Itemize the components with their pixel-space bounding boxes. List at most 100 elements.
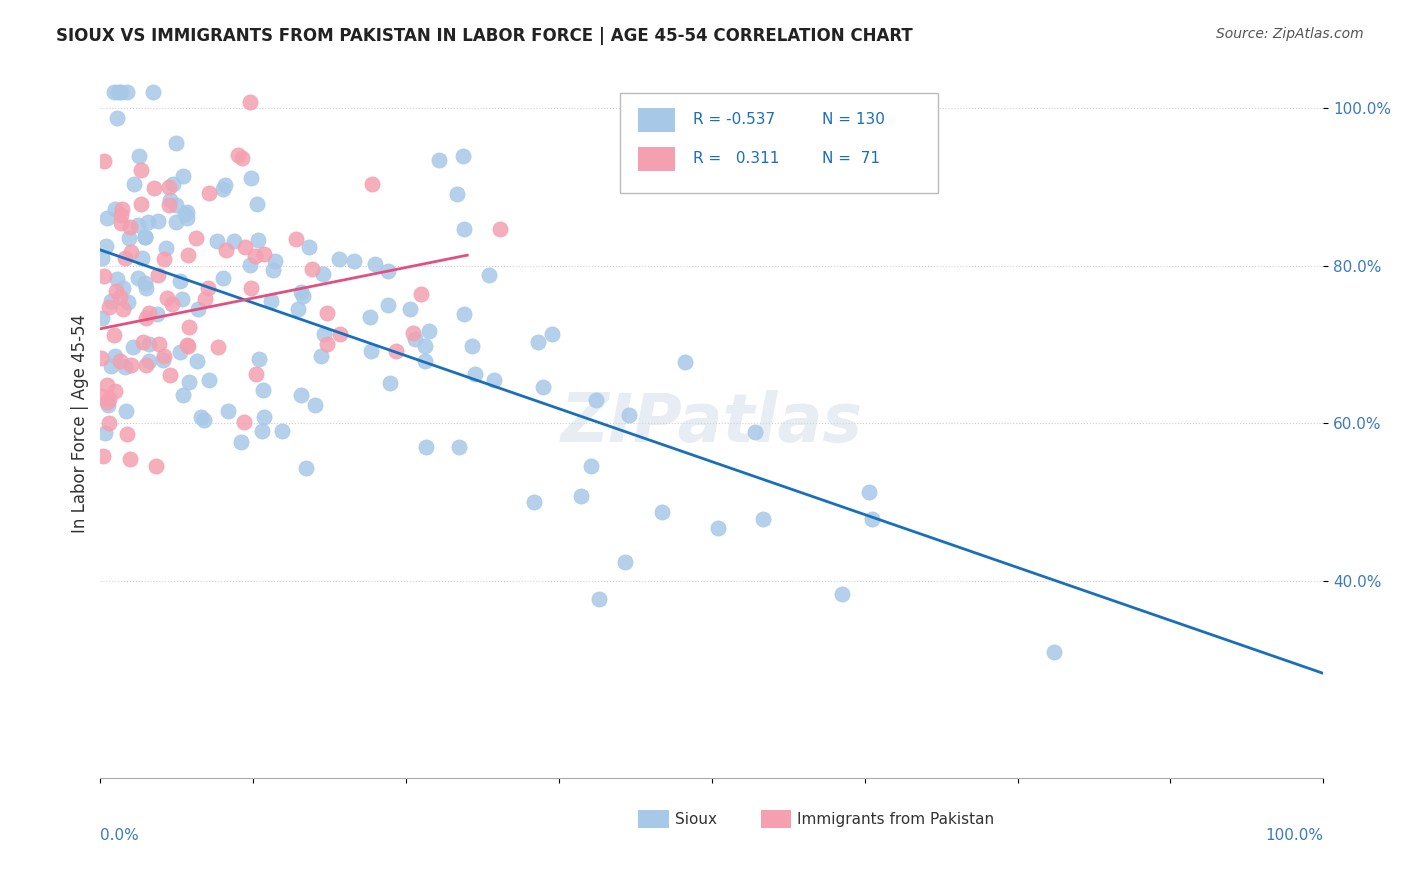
Point [217, 403, 239, 417]
Point [96, 394, 118, 409]
Point [134, 358, 156, 372]
Point [707, 521, 730, 535]
Point [176, 337, 198, 351]
Point [359, 310, 381, 325]
Point [127, 271, 149, 285]
Point [103, 328, 125, 343]
Point [752, 512, 775, 526]
Point [135, 310, 157, 325]
Point [176, 205, 198, 219]
Point [165, 198, 187, 212]
Point [377, 298, 399, 312]
Point [239, 258, 262, 272]
Point [228, 148, 250, 162]
Point [290, 285, 312, 299]
Point [270, 424, 292, 438]
Point [104, 349, 127, 363]
Point [404, 332, 426, 346]
Point [153, 252, 176, 267]
Point [108, 290, 131, 304]
Point [120, 358, 142, 372]
Point [177, 319, 200, 334]
Point [93, 154, 115, 169]
Point [262, 263, 284, 277]
Point [309, 349, 332, 363]
Point [157, 180, 180, 194]
Point [343, 253, 366, 268]
Text: Source: ZipAtlas.com: Source: ZipAtlas.com [1216, 27, 1364, 41]
Point [461, 339, 484, 353]
Bar [638, 146, 675, 171]
Point [159, 193, 181, 207]
Point [105, 284, 128, 298]
Point [134, 229, 156, 244]
Point [177, 339, 200, 353]
Bar [638, 810, 669, 828]
Point [239, 95, 262, 110]
Point [260, 294, 283, 309]
Point [159, 368, 181, 383]
Point [418, 324, 440, 338]
Point [858, 485, 880, 500]
Point [107, 85, 129, 99]
Point [97, 300, 120, 314]
Point [96, 211, 118, 226]
Point [142, 85, 165, 99]
Point [328, 252, 350, 266]
Point [155, 241, 177, 255]
Point [243, 248, 266, 262]
Point [165, 215, 187, 229]
Point [295, 461, 318, 475]
Point [122, 340, 145, 354]
Point [239, 171, 262, 186]
Point [252, 383, 274, 397]
Point [138, 353, 160, 368]
Point [127, 218, 149, 232]
Text: R = -0.537: R = -0.537 [693, 112, 776, 128]
Point [194, 293, 217, 307]
Point [118, 231, 141, 245]
Point [207, 340, 229, 354]
Point [138, 305, 160, 319]
Point [172, 388, 194, 402]
Point [97, 392, 120, 406]
Point [380, 376, 402, 390]
Point [176, 211, 198, 225]
Point [315, 306, 337, 320]
Point [94, 425, 117, 440]
Text: ZIPatlas: ZIPatlas [561, 391, 863, 457]
Point [215, 243, 238, 257]
Point [120, 245, 142, 260]
Point [252, 247, 274, 261]
Point [134, 230, 156, 244]
Point [118, 219, 141, 234]
Text: N =  71: N = 71 [823, 151, 880, 166]
Point [478, 268, 501, 282]
Point [98, 416, 121, 430]
Point [541, 327, 564, 342]
Point [173, 207, 195, 221]
Point [129, 162, 152, 177]
Point [569, 489, 592, 503]
Point [110, 208, 132, 222]
Point [651, 505, 673, 519]
Point [193, 412, 215, 426]
Point [413, 339, 436, 353]
Point [90, 311, 112, 326]
Point [246, 197, 269, 211]
Point [111, 281, 134, 295]
Point [115, 427, 138, 442]
Point [153, 349, 176, 363]
Point [415, 440, 437, 454]
Point [585, 392, 607, 407]
Point [100, 359, 122, 373]
Point [96, 378, 118, 392]
Point [148, 337, 170, 351]
Point [246, 233, 269, 247]
Point [114, 359, 136, 374]
Point [177, 375, 200, 389]
Point [231, 151, 253, 165]
Point [143, 181, 166, 195]
Point [304, 399, 326, 413]
Point [146, 268, 169, 282]
